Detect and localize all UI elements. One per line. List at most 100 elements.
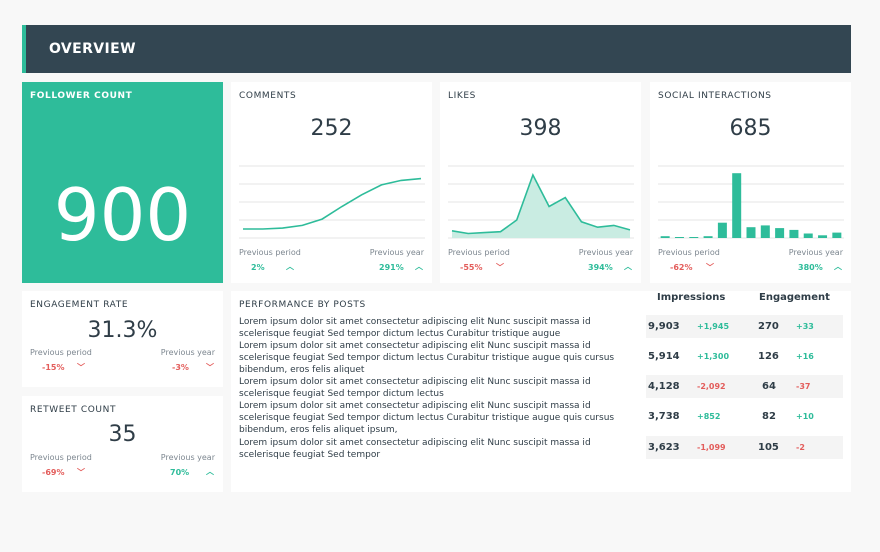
engagement-change: +10	[796, 412, 814, 421]
overview-header: OVERVIEW	[22, 25, 851, 73]
impressions-value: 3,623	[648, 442, 680, 453]
impressions-change: +1,300	[697, 352, 730, 361]
likes-value: 398	[519, 116, 562, 141]
engagement-value: 105	[758, 442, 779, 453]
engagement-rate-value: 31.3%	[87, 318, 158, 343]
performance-label: PERFORMANCE BY POSTS	[239, 300, 366, 310]
social-year-value: 380%	[798, 263, 823, 272]
social-bar	[732, 173, 742, 238]
social-bar	[775, 228, 785, 238]
impressions-value: 9,903	[648, 321, 680, 332]
post-text: Lorem ipsum dolor sit amet consectetur a…	[239, 341, 615, 375]
comments-prev-value: 2%	[251, 263, 265, 272]
impressions-value: 3,738	[648, 411, 680, 422]
social-prev-value: -62%	[670, 263, 693, 272]
likes-prev-value: -55%	[460, 263, 483, 272]
engagement-change: +33	[796, 322, 814, 331]
impressions-change: -2,092	[697, 382, 726, 391]
social-bar-chart	[658, 165, 844, 239]
retweet-year-value: 70%	[170, 468, 190, 477]
follower-count-label: FOLLOWER COUNT	[30, 91, 133, 101]
impressions-change: +852	[697, 412, 721, 421]
comments-line-chart	[239, 165, 425, 239]
likes-card: LIKES 398 Previous period Previous year …	[440, 82, 641, 283]
up-arrow-icon: ︿	[206, 467, 214, 476]
retweet-prev-value: -69%	[42, 468, 65, 477]
likes-year-label: Previous year	[578, 248, 633, 257]
likes-area	[452, 175, 630, 238]
engagement-column-header: Engagement	[759, 292, 830, 303]
social-bar	[760, 225, 770, 238]
social-bar	[803, 233, 813, 238]
social-bars	[660, 173, 842, 238]
social-gridlines	[658, 165, 844, 239]
down-arrow-icon: ﹀	[77, 363, 85, 372]
comments-label: COMMENTS	[239, 91, 297, 101]
engagement-year-value: -3%	[172, 363, 189, 372]
up-arrow-icon: ︿	[286, 262, 294, 271]
table-row-bg	[646, 315, 843, 338]
social-bar	[832, 232, 842, 238]
social-bar	[660, 236, 670, 238]
social-interactions-value: 685	[729, 116, 772, 141]
down-arrow-icon: ﹀	[496, 263, 504, 272]
performance-by-posts-card: PERFORMANCE BY POSTS Impressions Engagem…	[231, 291, 851, 492]
engagement-prev-label: Previous period	[30, 348, 92, 357]
engagement-prev-value: -15%	[42, 363, 65, 372]
social-interactions-label: SOCIAL INTERACTIONS	[658, 91, 772, 101]
comments-gridlines	[239, 165, 425, 239]
post-text: Lorem ipsum dolor sit amet consectetur a…	[239, 317, 591, 339]
page-title: OVERVIEW	[49, 41, 136, 57]
likes-prev-label: Previous period	[448, 248, 510, 257]
social-bar	[689, 237, 699, 238]
social-prev-label: Previous period	[658, 248, 720, 257]
follower-count-value: 900	[53, 173, 192, 257]
social-bar	[703, 236, 713, 238]
engagement-value: 64	[762, 381, 776, 392]
post-text: Lorem ipsum dolor sit amet consectetur a…	[239, 438, 591, 460]
down-arrow-icon: ﹀	[206, 363, 214, 372]
retweet-year-label: Previous year	[160, 453, 215, 462]
table-row-bg	[646, 375, 843, 398]
retweet-count-label: RETWEET COUNT	[30, 405, 117, 415]
engagement-change: +16	[796, 352, 814, 361]
down-arrow-icon: ﹀	[77, 468, 85, 477]
table-row-bg	[646, 436, 843, 459]
social-bar	[717, 222, 727, 238]
retweet-prev-label: Previous period	[30, 453, 92, 462]
up-arrow-icon: ︿	[624, 262, 632, 271]
impressions-change: +1,945	[697, 322, 730, 331]
comments-year-label: Previous year	[369, 248, 424, 257]
engagement-change: -2	[796, 443, 805, 452]
social-bar	[789, 229, 799, 238]
engagement-rate-label: ENGAGEMENT RATE	[30, 300, 129, 310]
comments-year-value: 291%	[379, 263, 404, 272]
engagement-value: 126	[758, 351, 779, 362]
comments-prev-label: Previous period	[239, 248, 301, 257]
engagement-value: 82	[762, 411, 776, 422]
engagement-rate-card: ENGAGEMENT RATE 31.3% Previous period Pr…	[22, 291, 223, 387]
impressions-value: 5,914	[648, 351, 680, 362]
up-arrow-icon: ︿	[834, 262, 842, 271]
social-year-label: Previous year	[788, 248, 843, 257]
social-bar	[746, 227, 756, 238]
down-arrow-icon: ﹀	[706, 263, 714, 272]
comments-line	[243, 177, 422, 230]
retweet-count-card: RETWEET COUNT 35 Previous period Previou…	[22, 396, 223, 492]
engagement-year-label: Previous year	[160, 348, 215, 357]
likes-year-value: 394%	[588, 263, 613, 272]
engagement-change: -37	[796, 382, 811, 391]
likes-area-chart	[448, 165, 634, 239]
post-text: Lorem ipsum dolor sit amet consectetur a…	[239, 401, 615, 435]
likes-line	[451, 172, 631, 235]
post-text: Lorem ipsum dolor sit amet consectetur a…	[239, 377, 591, 399]
up-arrow-icon: ︿	[415, 262, 423, 271]
retweet-count-value: 35	[108, 422, 137, 447]
comments-card: COMMENTS 252 Previous period Previous ye…	[231, 82, 432, 283]
engagement-value: 270	[758, 321, 779, 332]
social-interactions-card: SOCIAL INTERACTIONS 685 Previous period …	[650, 82, 851, 283]
impressions-column-header: Impressions	[657, 292, 726, 303]
impressions-value: 4,128	[648, 381, 680, 392]
follower-count-card: FOLLOWER COUNT 900	[22, 82, 223, 283]
impressions-change: -1,099	[697, 443, 726, 452]
